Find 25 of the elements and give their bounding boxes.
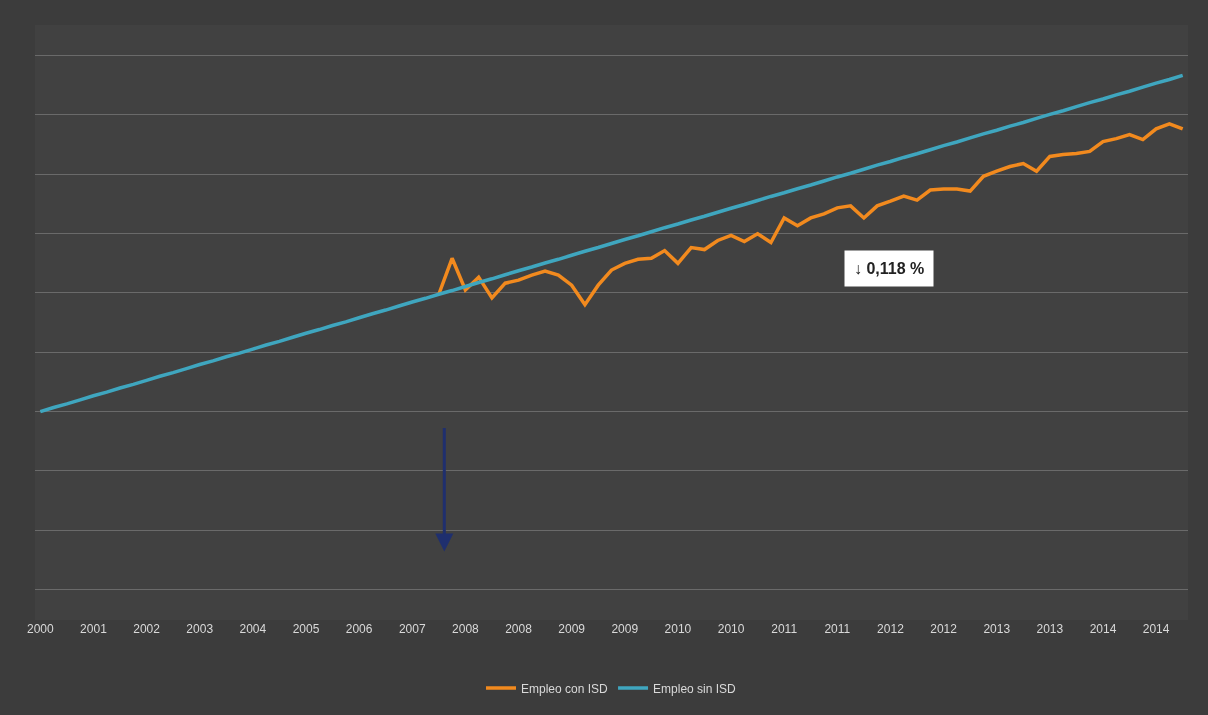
x-tick-label: 2012 <box>930 622 958 636</box>
x-tick-label: 2001 <box>80 622 108 636</box>
x-tick-label: 2005 <box>292 622 320 636</box>
x-tick-label: 2006 <box>345 622 373 636</box>
legend-label: Empleo con ISD <box>521 681 609 696</box>
x-tick-label: 2014 <box>1089 622 1117 636</box>
x-tick-label: 2012 <box>877 622 905 636</box>
x-tick-label: 2003 <box>186 622 214 636</box>
x-tick-label: 2004 <box>239 622 267 636</box>
annotation: ↓ 0,118 % <box>854 260 925 277</box>
x-tick-label: 2008 <box>452 622 480 636</box>
x-tick-label: 2000 <box>26 622 54 636</box>
x-tick-label: 2008 <box>505 622 533 636</box>
x-tick-label: 2009 <box>611 622 639 636</box>
legend-label: Empleo sin ISD <box>653 681 737 696</box>
x-tick-label: 2011 <box>771 622 798 636</box>
x-tick-label: 2009 <box>558 622 586 636</box>
x-tick-label: 2011 <box>824 622 851 636</box>
x-tick-label: 2013 <box>983 622 1011 636</box>
x-tick-label: 2010 <box>664 622 692 636</box>
x-tick-label: 2010 <box>717 622 745 636</box>
x-tick-label: 2007 <box>398 622 426 636</box>
x-tick-label: 2014 <box>1142 622 1170 636</box>
x-tick-label: 2002 <box>133 622 161 636</box>
x-tick-label: 2013 <box>1036 622 1064 636</box>
